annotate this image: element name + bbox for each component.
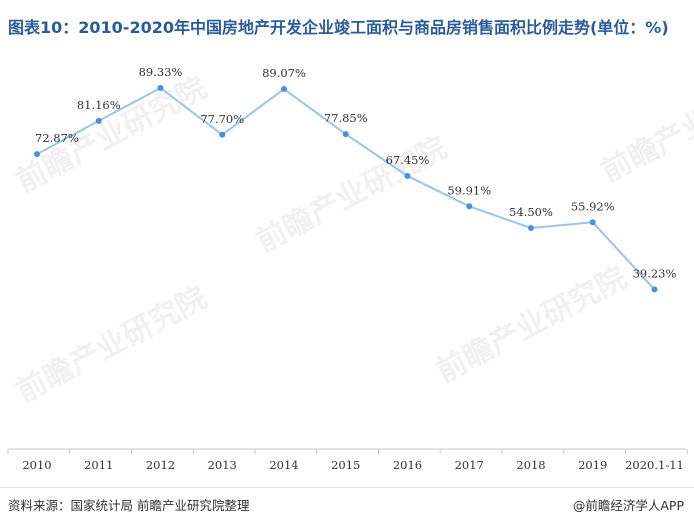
x-tick-label: 2016 [393, 458, 422, 472]
x-tick-label: 2017 [455, 458, 484, 472]
x-tick-labels: 2010 2011 2012 2013 2014 2015 2016 2017 2018 2019… [22, 458, 684, 472]
data-label: 39.23% [633, 266, 677, 280]
x-tick-label: 2011 [84, 458, 113, 472]
x-tick-label: 2019 [578, 458, 607, 472]
chart-title: 图表10：2010-2020年中国房地产开发企业竣工面积与商品房销售面积比例走势… [8, 18, 669, 37]
data-point [466, 203, 473, 210]
x-tick-label: 2020.1-11 [625, 458, 684, 472]
data-points [34, 85, 658, 293]
data-label: 77.85% [324, 111, 368, 125]
data-point [589, 219, 596, 226]
x-tick-label: 2010 [22, 458, 51, 472]
data-point [34, 151, 40, 158]
credit-note: @前瞻经济学人APP [572, 498, 684, 513]
data-label: 55.92% [571, 199, 615, 213]
data-point [342, 131, 349, 138]
data-label: 89.33% [139, 65, 183, 79]
data-label: 81.16% [77, 98, 121, 112]
data-point [281, 86, 287, 93]
data-label: 72.87% [35, 131, 79, 145]
data-labels: 72.87% 81.16% 89.33% 77.70% 89.07% 77.85% 67.4… [35, 65, 676, 280]
x-tick-marks [7, 449, 688, 454]
data-label: 77.70% [200, 112, 244, 126]
data-point [95, 117, 102, 124]
data-point [219, 131, 226, 138]
x-tick-label: 2015 [331, 458, 360, 472]
x-tick-label: 2014 [269, 458, 298, 472]
x-tick-label: 2012 [146, 458, 175, 472]
data-point [157, 85, 164, 91]
data-label: 59.91% [447, 183, 491, 197]
data-point [404, 172, 411, 179]
source-note: 资料来源：国家统计局 前瞻产业研究院整理 [8, 498, 250, 513]
data-point [651, 286, 658, 293]
data-label: 89.07% [262, 66, 306, 80]
footer-divider [0, 487, 694, 488]
data-label: 67.45% [386, 153, 430, 167]
data-label: 54.50% [509, 205, 553, 219]
data-point [528, 225, 534, 232]
x-tick-label: 2013 [208, 458, 237, 472]
x-tick-label: 2018 [516, 458, 545, 472]
